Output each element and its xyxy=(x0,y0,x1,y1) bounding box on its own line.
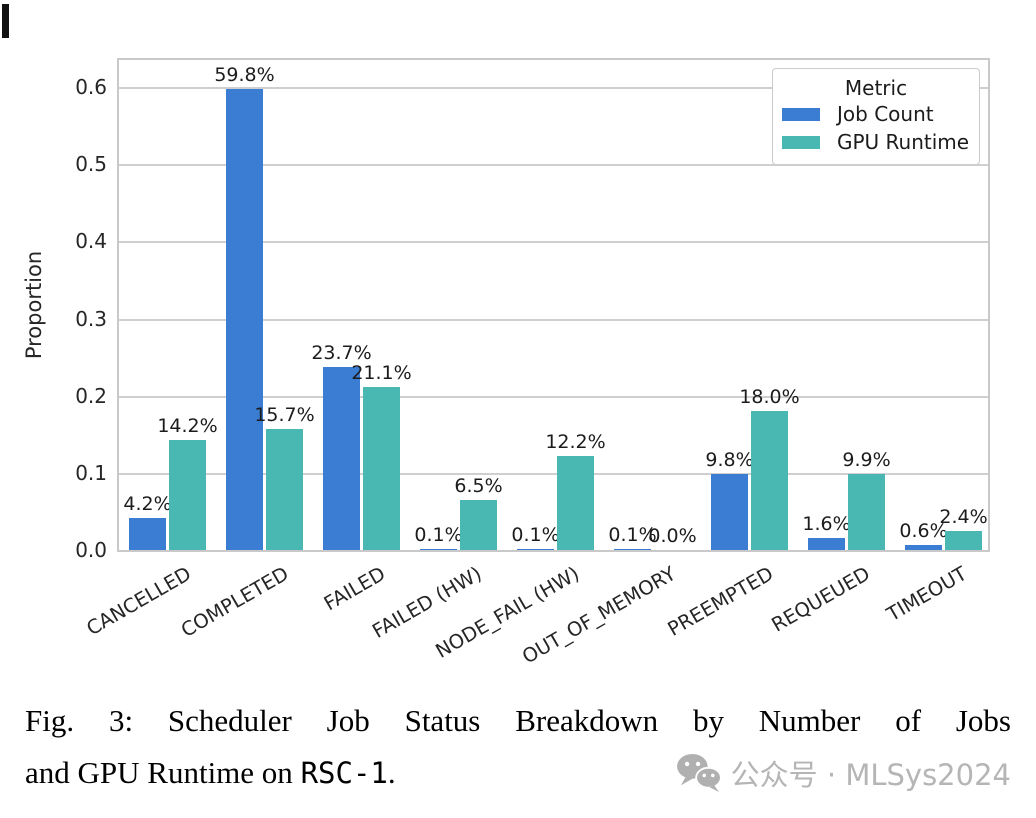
bar-gpu-runtime xyxy=(363,387,400,550)
x-tick-label: CANCELLED xyxy=(82,562,195,641)
y-tick-label: 0.1 xyxy=(75,460,107,485)
bar-value-label: 0.0% xyxy=(648,525,697,547)
bar-job-count xyxy=(614,549,651,550)
figure-caption: Fig. 3: Scheduler Job Status Breakdown b… xyxy=(25,703,1011,794)
legend-entry-label: GPU Runtime xyxy=(837,130,970,154)
bar-gpu-runtime xyxy=(460,499,497,550)
x-tick-label: REQUEUED xyxy=(767,562,874,637)
y-tick-label: 0.3 xyxy=(75,306,107,331)
legend-entry-label: Job Count xyxy=(837,102,934,126)
bar-gpu-runtime xyxy=(266,428,303,550)
bar-value-label: 0.1% xyxy=(511,524,560,546)
legend-title: Metric xyxy=(844,76,908,100)
bar-job-count xyxy=(808,537,845,550)
x-tick-label: COMPLETED xyxy=(176,562,292,642)
bar-job-count xyxy=(129,517,166,550)
bar-gpu-runtime xyxy=(848,473,885,550)
legend-entry: Job Count xyxy=(773,100,979,128)
x-tick-label: FAILED xyxy=(319,562,389,616)
page-edge-mark xyxy=(2,4,9,38)
system-name-code: RSC-1 xyxy=(300,756,388,790)
y-tick-label: 0.0 xyxy=(75,538,107,562)
gridline xyxy=(119,241,988,244)
bar-job-count xyxy=(905,545,942,550)
bar-value-label: 18.0% xyxy=(739,386,800,409)
bar-value-label: 0.6% xyxy=(899,520,948,543)
bar-job-count xyxy=(517,549,554,550)
bar-job-count xyxy=(711,474,748,550)
gridline xyxy=(119,87,988,89)
bar-value-label: 0.1% xyxy=(414,524,463,546)
gridline xyxy=(119,395,988,398)
y-axis-title: Proportion xyxy=(22,250,46,360)
legend-swatch xyxy=(782,107,820,121)
bar-value-label: 9.8% xyxy=(705,449,754,472)
caption-line2: and GPU Runtime on RSC-1. xyxy=(25,755,396,791)
x-tick-label: TIMEOUT xyxy=(882,562,971,627)
gridline xyxy=(119,318,988,321)
bar-value-label: 15.7% xyxy=(254,403,315,426)
gridline xyxy=(119,472,988,475)
gridline xyxy=(119,164,988,167)
bar-value-label: 12.2% xyxy=(545,430,606,453)
watermark: 公众号 · MLSys2024 xyxy=(676,752,1011,794)
legend: Metric Job Count GPU Runtime xyxy=(772,68,980,165)
caption-line1: Fig. 3: Scheduler Job Status Breakdown b… xyxy=(25,703,1011,738)
bar-value-label: 0.1% xyxy=(608,524,657,546)
bar-gpu-runtime xyxy=(557,455,594,550)
y-tick-label: 0.4 xyxy=(75,229,107,254)
caption-line2-prefix: and GPU Runtime on xyxy=(25,755,301,790)
bar-gpu-runtime xyxy=(945,531,982,550)
bar-job-count xyxy=(420,549,457,550)
legend-swatch xyxy=(782,135,820,149)
bar-value-label: 23.7% xyxy=(311,342,372,365)
bar-value-label: 14.2% xyxy=(157,415,218,438)
caption-line2-suffix: . xyxy=(387,755,396,790)
watermark-text: 公众号 · MLSys2024 xyxy=(730,758,1011,792)
wechat-icon xyxy=(676,753,722,793)
bar-value-label: 2.4% xyxy=(939,506,988,529)
bar-gpu-runtime xyxy=(751,411,788,550)
legend-items: Job Count GPU Runtime xyxy=(773,100,979,156)
bar-job-count xyxy=(226,88,263,550)
y-tick-label: 0.5 xyxy=(75,152,107,177)
x-tick-label: PREEMPTED xyxy=(663,562,777,641)
bar-value-label: 6.5% xyxy=(454,474,503,497)
legend-entry: GPU Runtime xyxy=(773,128,979,156)
bar-value-label: 9.9% xyxy=(842,448,891,471)
bar-value-label: 1.6% xyxy=(802,512,851,535)
bar-job-count xyxy=(323,367,360,550)
bar-value-label: 4.2% xyxy=(123,492,172,515)
bar-value-label: 21.1% xyxy=(351,362,412,385)
bar-value-label: 59.8% xyxy=(214,63,275,86)
y-tick-label: 0.2 xyxy=(75,383,107,408)
y-tick-label: 0.6 xyxy=(75,75,107,99)
bar-gpu-runtime xyxy=(169,440,206,550)
